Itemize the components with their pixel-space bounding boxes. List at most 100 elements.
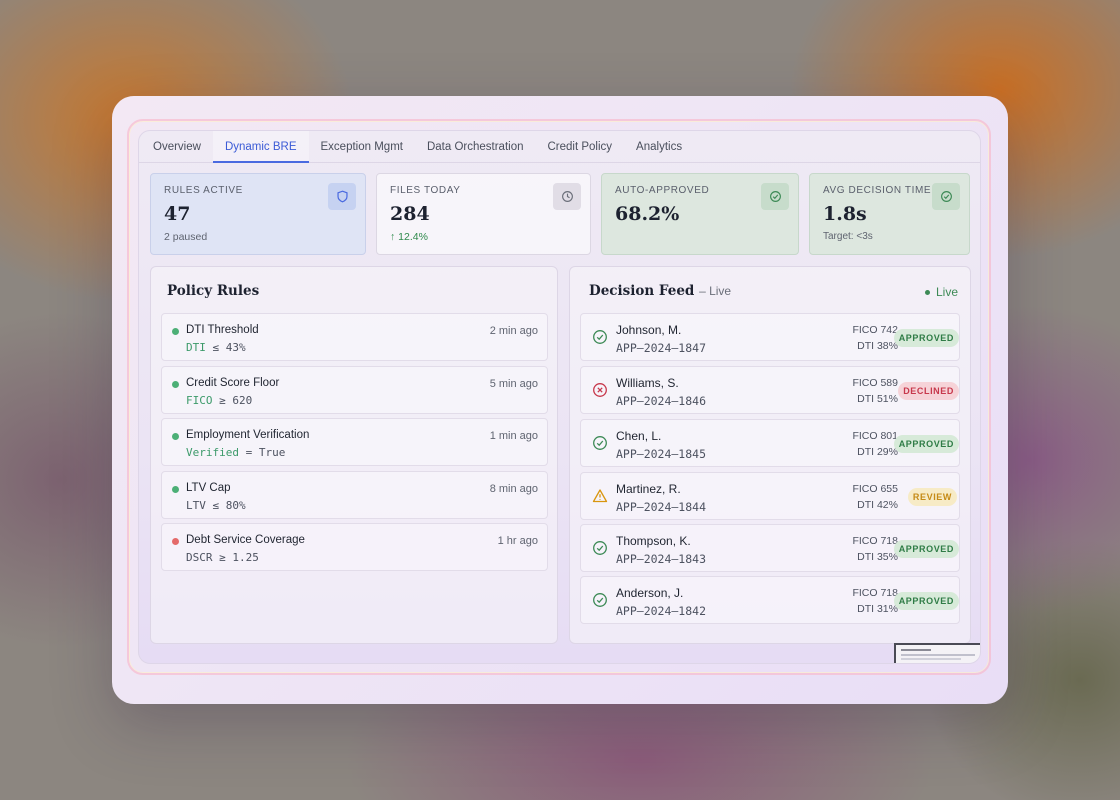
preview-thumbnail[interactable] bbox=[894, 643, 980, 663]
stat-label: AUTO-APPROVED bbox=[615, 185, 710, 196]
check-circle-icon bbox=[761, 183, 789, 210]
rule-name: DTI Threshold bbox=[186, 324, 259, 336]
fico-score: FICO 718 bbox=[852, 587, 898, 599]
stat-value: 47 bbox=[164, 203, 191, 225]
status-badge: APPROVED bbox=[893, 592, 959, 610]
fico-score: FICO 801 bbox=[852, 430, 898, 442]
tab-exception-mgmt[interactable]: Exception Mgmt bbox=[320, 141, 403, 153]
stat-card-files-today: FILES TODAY 284 ↑ 12.4% bbox=[376, 173, 591, 255]
panel-title: Policy Rules bbox=[167, 283, 260, 299]
dti-value: DTI 29% bbox=[857, 446, 898, 458]
applicant-name: Thompson, K. bbox=[616, 534, 691, 548]
status-dot-icon bbox=[172, 486, 179, 493]
applicant-name: Williams, S. bbox=[616, 376, 679, 390]
rule-item[interactable]: Employment Verification Verified = True … bbox=[161, 418, 548, 466]
stat-label: RULES ACTIVE bbox=[164, 185, 243, 196]
live-dot-icon bbox=[924, 290, 930, 296]
check-circle-icon bbox=[932, 183, 960, 210]
thumbnail-line bbox=[901, 649, 931, 651]
applicant-name: Chen, L. bbox=[616, 429, 662, 443]
dti-value: DTI 35% bbox=[857, 551, 898, 563]
dti-value: DTI 31% bbox=[857, 603, 898, 615]
dti-value: DTI 51% bbox=[857, 393, 898, 405]
status-badge: DECLINED bbox=[898, 382, 959, 400]
check-circle-icon bbox=[593, 330, 607, 344]
status-dot-icon bbox=[172, 381, 179, 388]
rule-item[interactable]: Credit Score Floor FICO ≥ 620 5 min ago bbox=[161, 366, 548, 414]
applicant-name: Johnson, M. bbox=[616, 323, 682, 337]
decision-item[interactable]: Williams, S. APP–2024–1846 FICO 589 DTI … bbox=[580, 366, 960, 414]
rule-expression: Verified = True bbox=[186, 446, 286, 459]
rule-expression: LTV ≤ 80% bbox=[186, 499, 246, 512]
application-id: APP–2024–1843 bbox=[616, 552, 707, 566]
fico-score: FICO 589 bbox=[852, 377, 898, 389]
status-dot-icon bbox=[172, 328, 179, 335]
decision-item[interactable]: Thompson, K. APP–2024–1843 FICO 718 DTI … bbox=[580, 524, 960, 572]
policy-rules-panel: Policy Rules DTI Threshold DTI ≤ 43% 2 m… bbox=[150, 266, 558, 644]
rule-expression: DSCR ≥ 1.25 bbox=[186, 551, 259, 564]
stat-card-rules-active: RULES ACTIVE 47 2 paused bbox=[150, 173, 366, 255]
check-circle-icon bbox=[593, 541, 607, 555]
rule-time: 8 min ago bbox=[489, 483, 538, 495]
stat-sub: 2 paused bbox=[164, 231, 208, 243]
shield-icon bbox=[328, 183, 356, 210]
tab-overview[interactable]: Overview bbox=[153, 141, 201, 153]
rule-time: 1 hr ago bbox=[497, 535, 538, 547]
thumbnail-line bbox=[901, 654, 975, 656]
stat-value: 284 bbox=[390, 203, 430, 225]
rule-name: Debt Service Coverage bbox=[186, 534, 305, 546]
rule-time: 2 min ago bbox=[489, 325, 538, 337]
tab-credit-policy[interactable]: Credit Policy bbox=[547, 141, 613, 153]
application-id: APP–2024–1847 bbox=[616, 341, 707, 355]
stat-label: AVG DECISION TIME bbox=[823, 185, 932, 196]
tab-analytics[interactable]: Analytics bbox=[636, 141, 683, 153]
frame-glow bbox=[127, 119, 991, 675]
tab-dynamic-bre[interactable]: Dynamic BRE bbox=[212, 131, 309, 163]
stat-sub: Target: <3s bbox=[823, 231, 873, 242]
stat-card-avg-decision-time: AVG DECISION TIME 1.8s Target: <3s bbox=[809, 173, 970, 255]
check-circle-icon bbox=[593, 436, 607, 450]
status-badge: APPROVED bbox=[893, 540, 959, 558]
rule-name: Employment Verification bbox=[186, 429, 310, 441]
rule-item[interactable]: LTV Cap LTV ≤ 80% 8 min ago bbox=[161, 471, 548, 519]
status-badge: REVIEW bbox=[907, 488, 957, 506]
thumbnail-line bbox=[901, 658, 961, 660]
decision-item[interactable]: Chen, L. APP–2024–1845 FICO 801 DTI 29% … bbox=[580, 419, 960, 467]
application-id: APP–2024–1842 bbox=[616, 604, 707, 618]
stats-row: RULES ACTIVE 47 2 paused FILES TODAY 284… bbox=[150, 173, 970, 255]
dti-value: DTI 38% bbox=[857, 340, 898, 352]
tab-data-orchestration[interactable]: Data Orchestration bbox=[426, 141, 524, 153]
clock-icon bbox=[553, 183, 581, 210]
application-id: APP–2024–1846 bbox=[616, 394, 707, 408]
tab-bar: Overview Dynamic BRE Exception Mgmt Data… bbox=[139, 131, 980, 163]
stat-label: FILES TODAY bbox=[390, 185, 461, 196]
stat-sub: ↑ 12.4% bbox=[390, 231, 428, 243]
rule-expression: FICO ≥ 620 bbox=[186, 394, 253, 407]
app-window: Overview Dynamic BRE Exception Mgmt Data… bbox=[138, 130, 981, 664]
decision-item[interactable]: Martinez, R. APP–2024–1844 FICO 655 DTI … bbox=[580, 472, 960, 520]
panel-title: Decision Feed – Live bbox=[589, 283, 732, 299]
decision-item[interactable]: Anderson, J. APP–2024–1842 FICO 718 DTI … bbox=[580, 576, 960, 624]
applicant-name: Anderson, J. bbox=[616, 586, 684, 600]
fico-score: FICO 742 bbox=[852, 324, 898, 336]
fico-score: FICO 655 bbox=[852, 483, 898, 495]
application-id: APP–2024–1844 bbox=[616, 500, 707, 514]
stat-value: 68.2% bbox=[615, 203, 680, 225]
application-id: APP–2024–1845 bbox=[616, 447, 707, 461]
rule-name: Credit Score Floor bbox=[186, 377, 280, 389]
stat-card-auto-approved: AUTO-APPROVED 68.2% bbox=[601, 173, 799, 255]
decision-feed-panel: Decision Feed – Live Live Johnson, M. AP… bbox=[569, 266, 971, 644]
rule-item[interactable]: DTI Threshold DTI ≤ 43% 2 min ago bbox=[161, 313, 548, 361]
status-badge: APPROVED bbox=[893, 329, 959, 347]
x-circle-icon bbox=[593, 383, 607, 397]
rule-item[interactable]: Debt Service Coverage DSCR ≥ 1.25 1 hr a… bbox=[161, 523, 548, 571]
live-indicator: Live bbox=[924, 285, 958, 299]
status-badge: APPROVED bbox=[893, 435, 959, 453]
warning-triangle-icon bbox=[592, 489, 608, 503]
rule-name: LTV Cap bbox=[186, 482, 231, 494]
rule-time: 1 min ago bbox=[489, 430, 538, 442]
rule-time: 5 min ago bbox=[489, 378, 538, 390]
decision-item[interactable]: Johnson, M. APP–2024–1847 FICO 742 DTI 3… bbox=[580, 313, 960, 361]
check-circle-icon bbox=[593, 593, 607, 607]
stat-value: 1.8s bbox=[823, 203, 867, 225]
